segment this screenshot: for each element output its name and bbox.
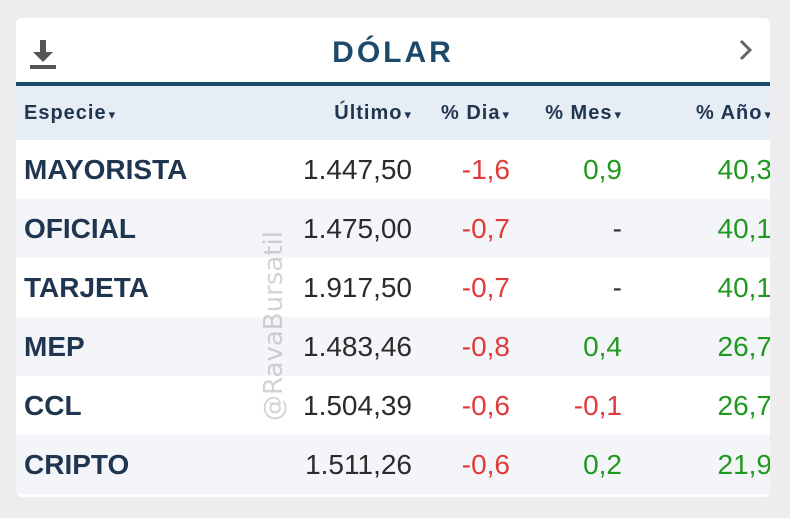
row-month-change: 0,4	[583, 330, 622, 362]
row-last: 1.504,39	[303, 389, 412, 421]
row-name[interactable]: MAYORISTA	[24, 153, 188, 185]
table-row[interactable]: OFICIAL 1.475,00 -0,7 - 40,1	[16, 199, 770, 258]
row-month-change: 0,9	[583, 153, 622, 185]
row-month-change: -	[612, 212, 622, 244]
row-name[interactable]: CCL	[24, 389, 82, 421]
column-header-ano[interactable]: % Año ▾	[695, 101, 770, 124]
column-header-ultimo[interactable]: Último ▾	[334, 101, 412, 124]
table-row[interactable]: MAYORISTA 1.447,50 -1,6 0,9 40,3	[16, 140, 770, 199]
row-year-change: 26,7	[717, 389, 771, 421]
sort-arrow-icon: ▾	[404, 106, 412, 122]
row-day-change: -0,6	[461, 389, 510, 421]
download-button[interactable]	[28, 38, 58, 70]
row-name[interactable]: OFICIAL	[24, 212, 136, 244]
column-header-especie[interactable]: Especie ▾	[24, 101, 117, 124]
row-last: 1.483,46	[303, 330, 412, 362]
column-header-dia[interactable]: % Dia ▾	[441, 101, 510, 124]
quotes-table: Especie ▾ Último ▾ % Dia ▾ % Mes ▾ % Año ▾ MA…	[16, 86, 770, 494]
next-button[interactable]	[736, 36, 756, 64]
row-month-change: -	[612, 271, 622, 303]
row-day-change: -0,7	[461, 212, 510, 244]
row-name[interactable]: CRIPTO	[24, 448, 130, 480]
row-day-change: -0,8	[461, 330, 510, 362]
sort-arrow-icon: ▾	[502, 106, 510, 122]
table-row[interactable]: TARJETA 1.917,50 -0,7 - 40,1	[16, 258, 770, 317]
row-last: 1.511,26	[305, 448, 412, 480]
chevron-right-icon	[739, 39, 753, 61]
row-last: 1.475,00	[303, 212, 412, 244]
widget-title: DÓLAR	[332, 36, 454, 69]
widget-header: DÓLAR	[16, 18, 770, 86]
sort-arrow-icon: ▾	[614, 106, 622, 122]
row-last: 1.917,50	[303, 271, 412, 303]
row-year-change: 26,7	[717, 330, 771, 362]
row-year-change: 40,1	[717, 212, 771, 244]
table-row[interactable]: MEP 1.483,46 -0,8 0,4 26,7	[16, 317, 770, 376]
sort-arrow-icon: ▾	[764, 106, 770, 122]
column-header-mes[interactable]: % Mes ▾	[545, 101, 622, 124]
row-day-change: -0,7	[461, 271, 510, 303]
download-icon	[30, 40, 56, 69]
row-name[interactable]: TARJETA	[24, 271, 149, 303]
sort-arrow-icon: ▾	[108, 106, 117, 122]
row-year-change: 40,3	[717, 153, 771, 185]
table-row[interactable]: CCL 1.504,39 -0,6 -0,1 26,7	[16, 376, 770, 435]
row-year-change: 40,1	[717, 271, 771, 303]
row-day-change: -0,6	[461, 448, 510, 480]
row-month-change: 0,2	[583, 448, 622, 480]
row-year-change: 21,9	[717, 448, 771, 480]
table-row[interactable]: CRIPTO 1.511,26 -0,6 0,2 21,9	[16, 435, 770, 494]
table-header-row: Especie ▾ Último ▾ % Dia ▾ % Mes ▾ % Año ▾	[16, 86, 770, 140]
row-day-change: -1,6	[461, 153, 510, 185]
dolar-widget: DÓLAR Especie ▾ Último ▾ % Dia ▾ % Mes ▾ % A…	[16, 18, 770, 497]
row-last: 1.447,50	[303, 153, 412, 185]
row-month-change: -0,1	[573, 389, 622, 421]
row-name[interactable]: MEP	[24, 330, 85, 362]
